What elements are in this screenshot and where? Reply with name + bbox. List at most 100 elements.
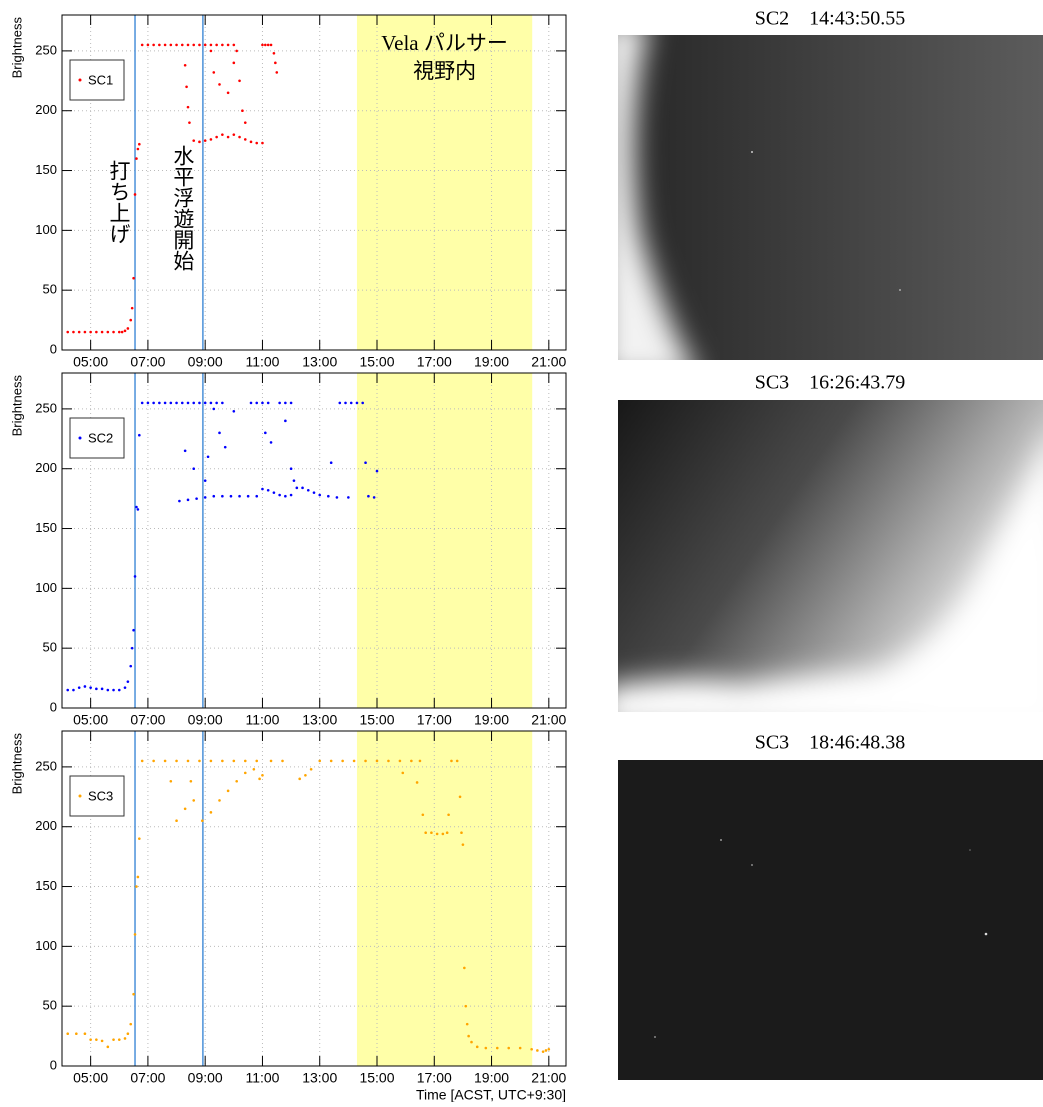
data-point [266, 43, 270, 47]
legend-label: SC2 [88, 430, 113, 445]
data-point [289, 401, 293, 405]
data-point [465, 1022, 469, 1026]
data-point [347, 496, 350, 499]
data-point [203, 496, 207, 499]
data-point [261, 773, 264, 777]
data-point [341, 759, 344, 763]
data-point [169, 401, 173, 405]
data-point [100, 1039, 104, 1043]
data-point [232, 43, 236, 47]
data-point [375, 469, 379, 473]
data-point [198, 140, 201, 144]
data-point [66, 330, 70, 334]
x-tick-label: 19:00 [474, 354, 509, 370]
camera-image-1 [618, 35, 1043, 360]
data-point [112, 330, 115, 334]
data-point [349, 401, 353, 405]
data-point [261, 487, 264, 491]
data-point [158, 401, 161, 405]
data-point [544, 1049, 548, 1052]
data-point [123, 686, 127, 689]
data-point [183, 807, 187, 811]
data-point [130, 646, 134, 650]
data-point [460, 831, 463, 834]
data-point [232, 133, 236, 136]
data-point [221, 401, 224, 405]
data-point [136, 508, 140, 511]
y-tick-label: 150 [35, 878, 57, 893]
data-point [272, 491, 276, 494]
data-point [192, 401, 196, 405]
data-point [238, 135, 241, 139]
data-point [66, 1032, 70, 1035]
data-point [180, 43, 184, 47]
data-point [301, 486, 304, 490]
data-point [129, 664, 133, 668]
image-title: SC3 18:46:48.38 [755, 732, 906, 754]
annotation: Vela パルサー [381, 31, 508, 55]
data-point [192, 467, 196, 471]
data-point [95, 687, 98, 691]
data-point [192, 43, 196, 47]
data-point [152, 43, 155, 47]
data-point [269, 759, 273, 763]
data-point [484, 1046, 488, 1050]
y-tick-label: 200 [35, 818, 57, 833]
data-point [203, 479, 207, 482]
data-point [243, 121, 247, 124]
x-tick-label: 11:00 [245, 1070, 279, 1086]
x-tick-label: 15:00 [359, 354, 394, 370]
data-point [424, 831, 427, 834]
annotation: 視野内 [413, 59, 476, 83]
data-point [192, 139, 196, 142]
data-point [212, 494, 216, 498]
data-point [100, 330, 104, 334]
data-point [136, 875, 140, 879]
y-tick-label: 100 [35, 222, 57, 237]
data-point [415, 781, 419, 784]
x-tick-label: 21:00 [531, 354, 566, 370]
data-point [186, 498, 190, 502]
data-point [243, 771, 247, 775]
data-point [209, 43, 213, 47]
data-point [215, 43, 218, 47]
data-point [212, 71, 216, 74]
data-point [289, 467, 293, 471]
highlight-band [356, 373, 533, 708]
data-point [132, 992, 135, 996]
data-point [112, 1038, 115, 1041]
data-point [198, 401, 201, 405]
data-point [264, 43, 267, 47]
data-point [106, 688, 110, 692]
data-point [401, 771, 405, 775]
x-tick-label: 09:00 [188, 712, 223, 728]
data-point [338, 401, 342, 405]
camera-image-2 [618, 400, 1043, 712]
data-point [126, 1032, 130, 1035]
y-tick-label: 150 [35, 162, 57, 177]
data-point [547, 1047, 551, 1051]
data-point [226, 789, 230, 793]
legend-marker [78, 78, 82, 82]
data-point [140, 759, 144, 763]
x-tick-label: 09:00 [188, 1070, 223, 1086]
data-point [140, 401, 144, 405]
y-tick-label: 0 [50, 1057, 57, 1072]
data-point [120, 330, 124, 334]
data-point [495, 1046, 499, 1050]
data-point [284, 401, 287, 405]
data-point [318, 493, 322, 497]
plot-frame [61, 372, 567, 709]
data-point [83, 1032, 87, 1035]
data-point [266, 401, 270, 405]
data-point [75, 1032, 78, 1035]
legend-marker [78, 794, 82, 798]
data-point [100, 687, 104, 691]
data-point [192, 799, 196, 802]
data-point [158, 43, 161, 47]
image-title: SC3 16:26:43.79 [755, 372, 906, 394]
data-point [464, 1004, 468, 1008]
x-tick-label: 17:00 [417, 1070, 452, 1086]
data-point [72, 688, 75, 692]
data-point [372, 496, 376, 499]
